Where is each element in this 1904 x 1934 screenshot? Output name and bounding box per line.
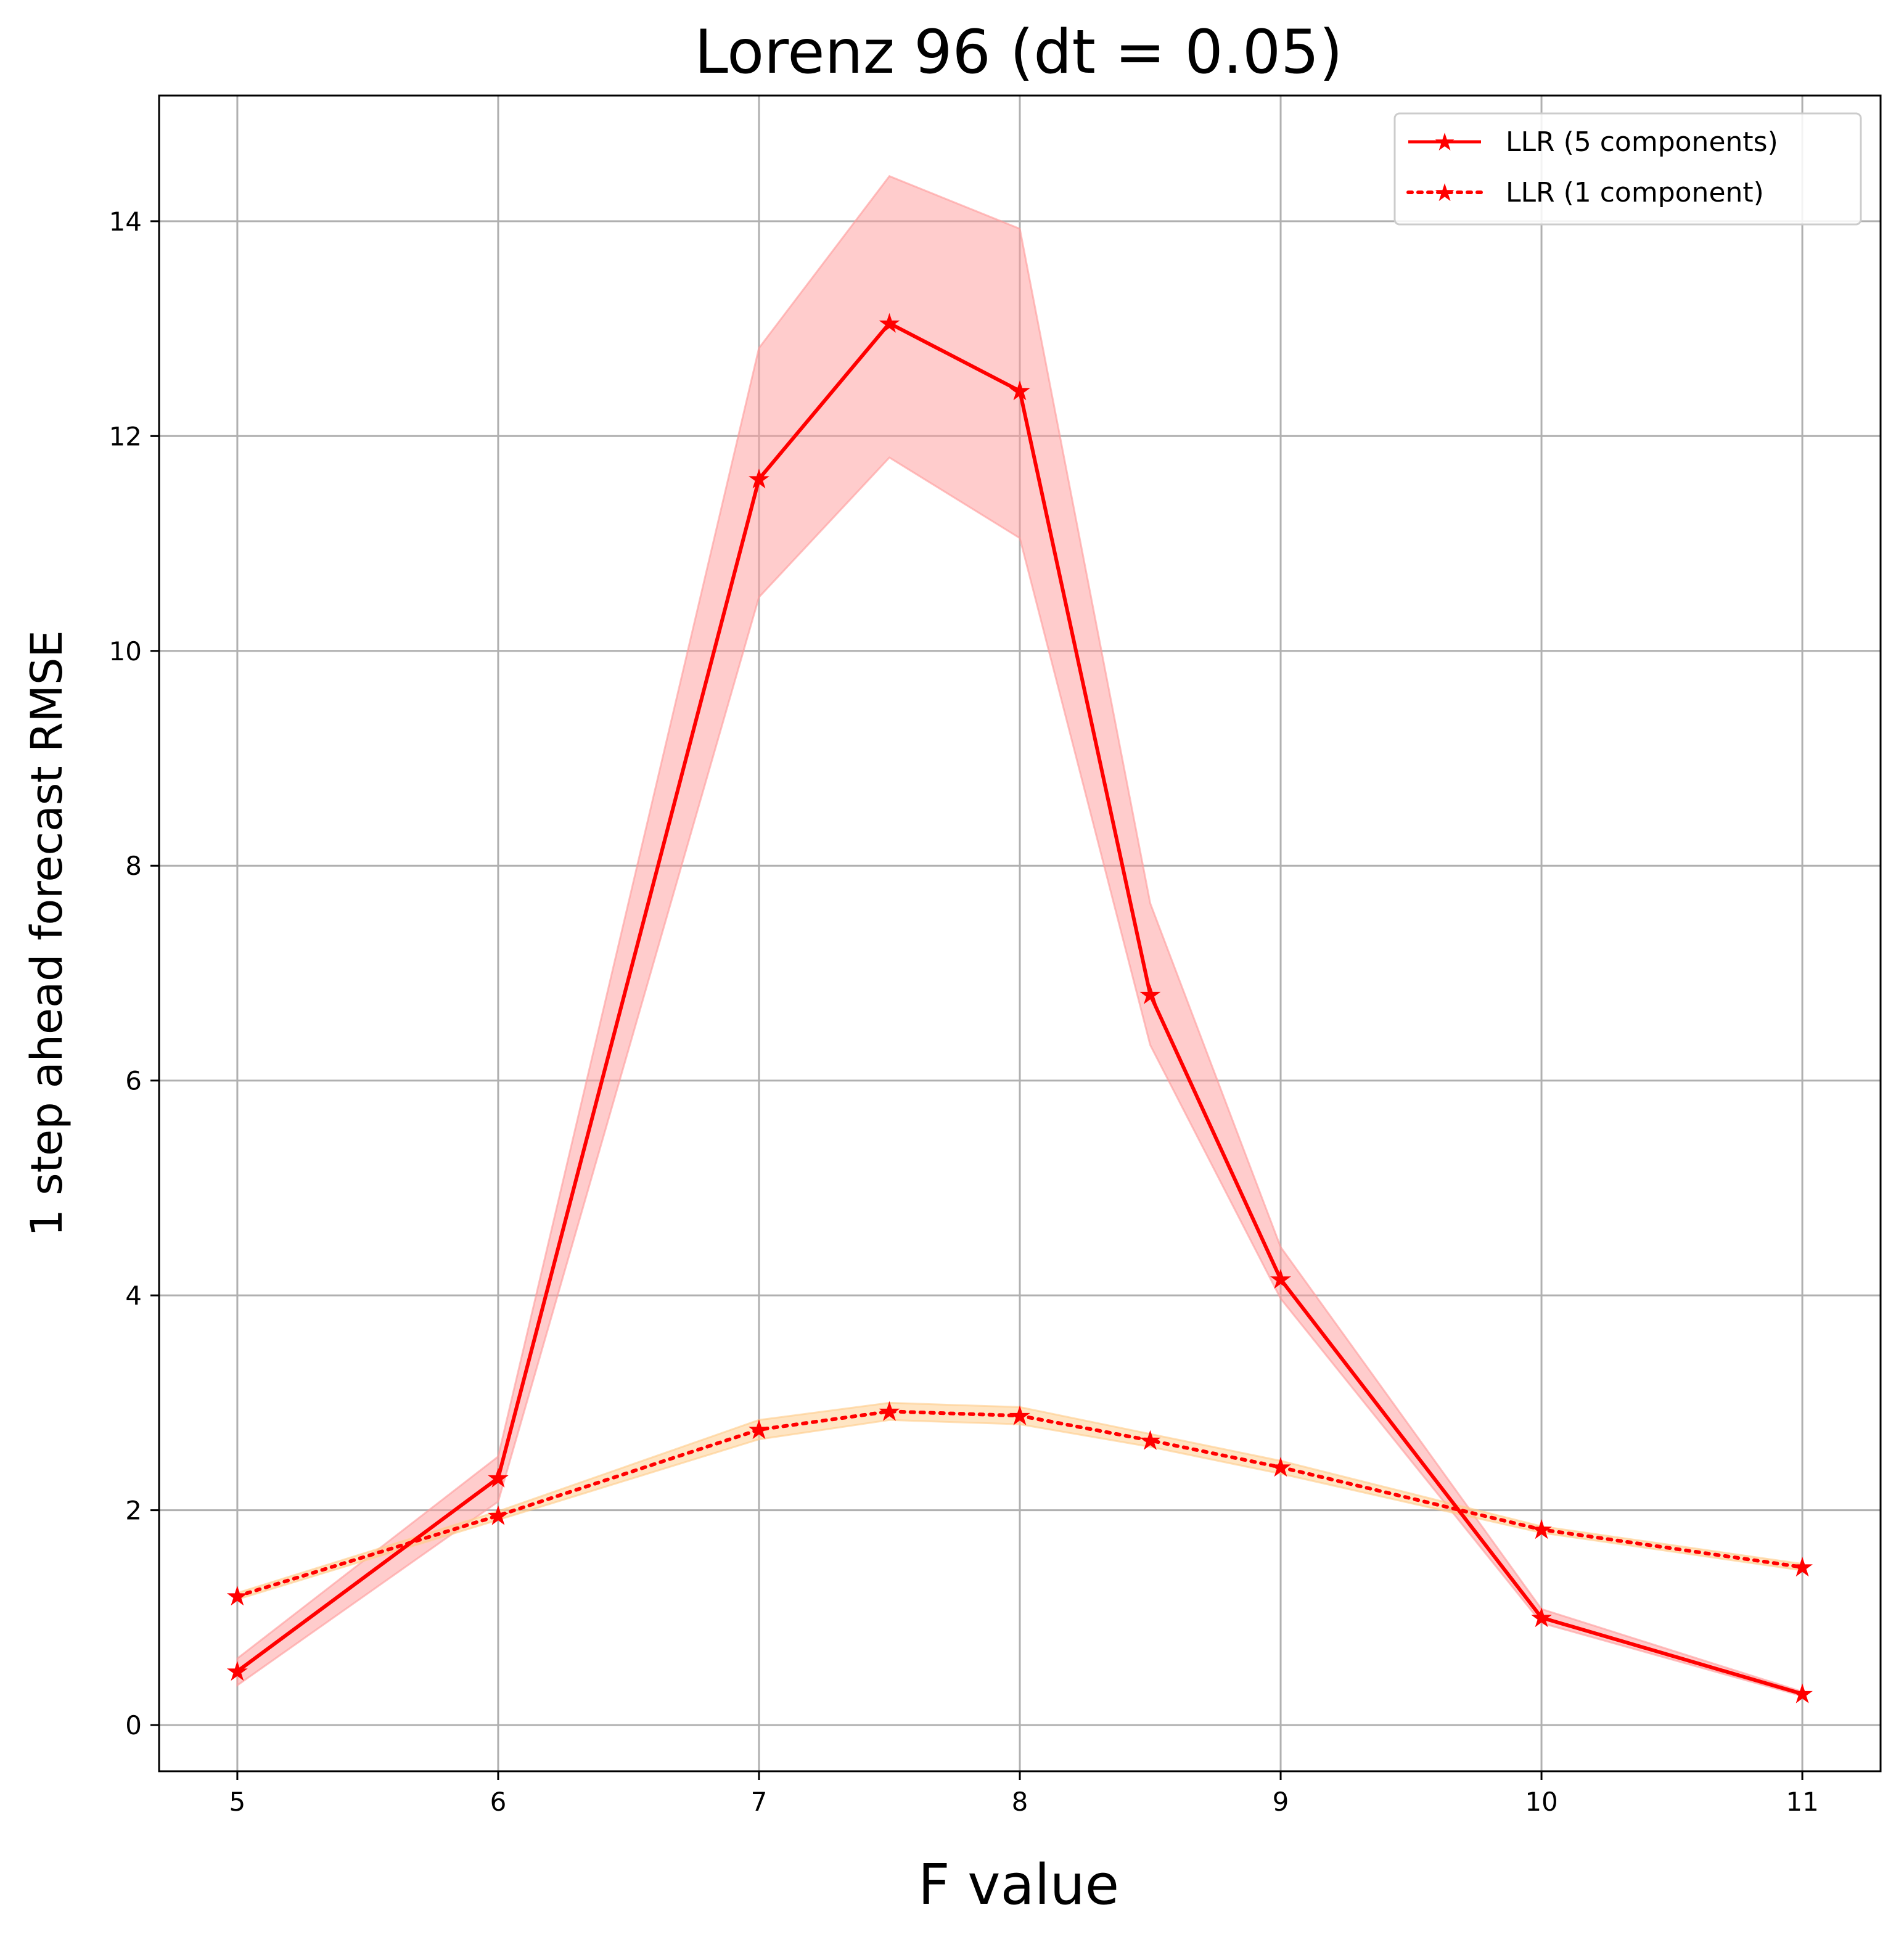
x-tick-label: 9 xyxy=(1273,1787,1289,1817)
legend-label-series-2: LLR (1 component) xyxy=(1506,177,1764,208)
uncertainty-bands xyxy=(236,174,1803,1698)
series-markers: ★ ★ ★ ★ ★ ★ ★ ★ ★ ★ ★ ★ ★ ★ ★ ★ ★ ★ xyxy=(225,308,1815,1710)
series-line-1 xyxy=(236,321,1803,1696)
y-tick-label: 4 xyxy=(125,1280,142,1311)
x-axis: 5 6 7 8 9 10 11 xyxy=(229,1771,1819,1817)
data-point-series-1: ★ xyxy=(225,1656,249,1687)
x-tick-label: 6 xyxy=(490,1787,507,1817)
data-point-series-2: ★ xyxy=(877,1396,901,1427)
chart-title: Lorenz 96 (dt = 0.05) xyxy=(694,17,1343,88)
data-point-series-2: ★ xyxy=(225,1581,249,1612)
y-tick-label: 8 xyxy=(125,851,142,881)
y-tick-label: 10 xyxy=(109,636,142,666)
x-tick-label: 10 xyxy=(1525,1787,1557,1817)
x-tick-label: 11 xyxy=(1786,1787,1818,1817)
x-tick-label: 7 xyxy=(751,1787,768,1817)
y-axis: 0 2 4 6 8 10 12 14 xyxy=(109,207,159,1740)
legend-marker-dotted: ★ xyxy=(1434,179,1456,207)
grid xyxy=(159,96,1881,1771)
data-point-series-1: ★ xyxy=(1007,375,1032,407)
x-tick-label: 5 xyxy=(229,1787,246,1817)
data-point-series-1: ★ xyxy=(486,1462,510,1494)
legend-marker-solid: ★ xyxy=(1434,128,1456,157)
legend: ★ LLR (5 components) ★ LLR (1 component) xyxy=(1393,112,1862,226)
data-point-series-2: ★ xyxy=(1529,1514,1553,1546)
y-tick-label: 6 xyxy=(125,1066,142,1096)
data-point-series-2: ★ xyxy=(1007,1400,1032,1432)
y-axis-label: 1 step ahead forecast RMSE xyxy=(22,630,72,1236)
y-tick-label: 14 xyxy=(109,207,142,237)
y-tick-label: 2 xyxy=(125,1496,142,1526)
x-tick-label: 8 xyxy=(1012,1787,1028,1817)
data-point-series-2: ★ xyxy=(486,1500,510,1531)
data-point-series-1: ★ xyxy=(1268,1264,1292,1295)
series-line-2 xyxy=(235,1409,1805,1599)
data-point-series-2: ★ xyxy=(1790,1552,1814,1583)
y-tick-label: 0 xyxy=(125,1710,142,1740)
legend-label-series-1: LLR (5 components) xyxy=(1506,126,1778,158)
data-point-series-1: ★ xyxy=(1790,1679,1814,1710)
data-point-series-2: ★ xyxy=(1268,1452,1292,1483)
data-point-series-2: ★ xyxy=(1138,1425,1162,1456)
data-point-series-1: ★ xyxy=(747,464,771,495)
legend-box xyxy=(1393,112,1862,226)
data-point-series-2: ★ xyxy=(747,1414,771,1446)
x-axis-label: F value xyxy=(918,1853,1119,1917)
series-lines xyxy=(235,321,1805,1696)
data-point-series-1: ★ xyxy=(1138,979,1162,1010)
y-tick-label: 12 xyxy=(109,421,142,451)
data-point-series-1: ★ xyxy=(1529,1602,1553,1634)
confidence-band-series-2 xyxy=(236,1401,1803,1601)
data-point-series-1: ★ xyxy=(877,308,901,339)
